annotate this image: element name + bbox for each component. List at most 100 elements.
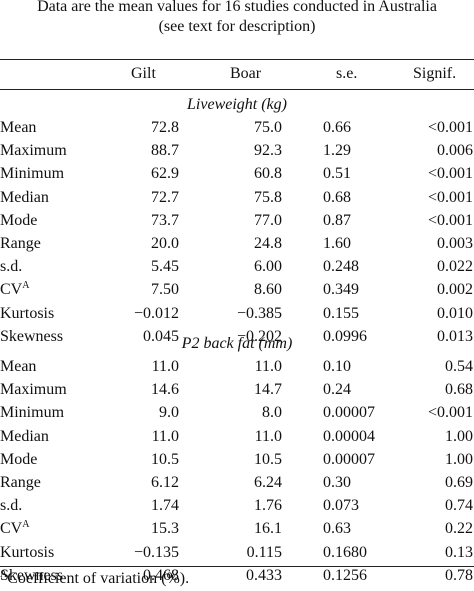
- cell-gilt: 20.0: [151, 235, 179, 252]
- cell-se: 0.155: [323, 304, 359, 322]
- cell-se: 0.00007: [323, 450, 375, 468]
- cell-se: 0.00004: [323, 427, 375, 445]
- cell-se: 0.349: [323, 281, 359, 299]
- cell-gilt: 7.50: [151, 281, 179, 299]
- row-label-text: s.d.: [0, 258, 23, 276]
- cell-se: 0.30: [323, 474, 351, 491]
- row-label: Minimum: [0, 403, 64, 423]
- cell-se: 0.51: [323, 165, 351, 183]
- row-label-text: Mode: [0, 211, 38, 229]
- row-label-text: Kurtosis: [0, 304, 55, 322]
- row-label: Minimum: [0, 164, 64, 184]
- cell-boar: 8.60: [254, 281, 282, 299]
- cell-se: 0.1680: [323, 543, 367, 561]
- cell-boar: 77.0: [254, 211, 282, 229]
- cell-boar: −0.202: [236, 327, 282, 345]
- row-label: s.d.: [0, 496, 22, 516]
- cell-signif: 0.003: [437, 235, 473, 252]
- cell-gilt: −0.012: [133, 304, 179, 322]
- cell-boar: 6.24: [254, 474, 282, 491]
- table-caption-line-2: (see text for description): [158, 18, 316, 35]
- cell-se: 1.60: [323, 235, 351, 252]
- row-label-text: Mean: [0, 119, 37, 136]
- cell-se: 0.68: [323, 188, 351, 206]
- row-label-text: Mean: [0, 358, 37, 375]
- row-label-text: Median: [0, 188, 49, 206]
- footnote-marker: A: [0, 569, 8, 580]
- row-label: Range: [0, 234, 41, 254]
- cell-signif: 0.22: [445, 520, 473, 538]
- section-title: Liveweight (kg): [187, 96, 287, 113]
- cell-signif: <0.001: [427, 165, 473, 183]
- cell-gilt: −0.135: [133, 543, 179, 561]
- row-label-text: Skewness: [0, 327, 64, 345]
- row-label: Median: [0, 427, 49, 447]
- cell-signif: <0.001: [427, 188, 473, 206]
- cell-signif: <0.001: [427, 119, 473, 136]
- cell-boar: 75.8: [254, 188, 282, 206]
- cell-signif: 1.00: [445, 427, 473, 445]
- row-label-text: CV: [0, 520, 23, 538]
- header-rule: [0, 89, 474, 90]
- footnote-text: Coefficient of variation (%).: [7, 570, 190, 587]
- cell-se: 1.29: [323, 142, 351, 160]
- row-label-text: Maximum: [0, 381, 67, 399]
- cell-signif: 0.74: [445, 497, 473, 515]
- row-label-text: Mode: [0, 450, 38, 468]
- cell-se: 0.073: [323, 497, 359, 515]
- row-label: Skewness: [0, 566, 63, 586]
- row-label: Mean: [0, 118, 36, 138]
- cell-boar: 11.0: [254, 427, 282, 445]
- cell-boar: 1.76: [254, 497, 282, 515]
- row-label-text: Median: [0, 427, 49, 445]
- cell-gilt: 0.045: [143, 327, 179, 345]
- cell-signif: 0.69: [445, 474, 473, 491]
- row-label-text: s.d.: [0, 497, 23, 515]
- cell-boar: 10.5: [254, 450, 282, 468]
- cell-boar: 60.8: [254, 165, 282, 183]
- row-label-text: Range: [0, 474, 41, 491]
- cell-boar: 92.3: [254, 142, 282, 160]
- cell-signif: 1.00: [445, 450, 473, 468]
- cell-signif: 0.006: [437, 142, 473, 160]
- cell-boar: 8.0: [262, 404, 282, 422]
- cell-gilt: 0.468: [143, 566, 179, 584]
- cell-signif: 0.68: [445, 381, 473, 399]
- cell-signif: <0.001: [427, 404, 473, 422]
- cell-gilt: 62.9: [151, 165, 179, 183]
- cell-boar: 6.00: [254, 258, 282, 276]
- row-label-text: CV: [0, 281, 23, 299]
- row-label-text: Maximum: [0, 142, 67, 160]
- row-label-text: Kurtosis: [0, 543, 55, 561]
- footnote: ACoefficient of variation (%).: [0, 569, 189, 589]
- cell-gilt: 9.0: [159, 404, 179, 422]
- cell-gilt: 1.74: [151, 497, 179, 515]
- row-label-text: Range: [0, 235, 41, 252]
- row-label: Skewness: [0, 327, 63, 347]
- cell-boar: 11.0: [254, 358, 282, 375]
- cell-se: 0.24: [323, 381, 351, 399]
- cell-se: 0.1256: [323, 566, 367, 584]
- row-label: Mean: [0, 357, 36, 377]
- top-rule: [0, 59, 474, 60]
- cell-gilt: 72.8: [151, 119, 179, 136]
- bottom-rule: [0, 566, 474, 567]
- cell-boar: 0.433: [246, 566, 282, 584]
- row-label: Maximum: [0, 141, 67, 161]
- cell-gilt: 11.0: [151, 427, 179, 445]
- cell-se: 0.10: [323, 358, 351, 375]
- cell-signif: 0.13: [445, 543, 473, 561]
- row-label: Range: [0, 473, 41, 493]
- cell-signif: 0.022: [437, 258, 473, 276]
- cell-boar: 75.0: [254, 119, 282, 136]
- row-label-text: Minimum: [0, 165, 65, 183]
- cell-boar: −0.385: [236, 304, 282, 322]
- row-label-text: Minimum: [0, 404, 65, 422]
- cell-se: 0.63: [323, 520, 351, 538]
- row-label: Mode: [0, 450, 37, 470]
- column-header-boar: Boar: [230, 65, 262, 82]
- cell-signif: 0.002: [437, 281, 473, 299]
- cell-signif: 0.54: [445, 358, 473, 375]
- cell-gilt: 6.12: [151, 474, 179, 491]
